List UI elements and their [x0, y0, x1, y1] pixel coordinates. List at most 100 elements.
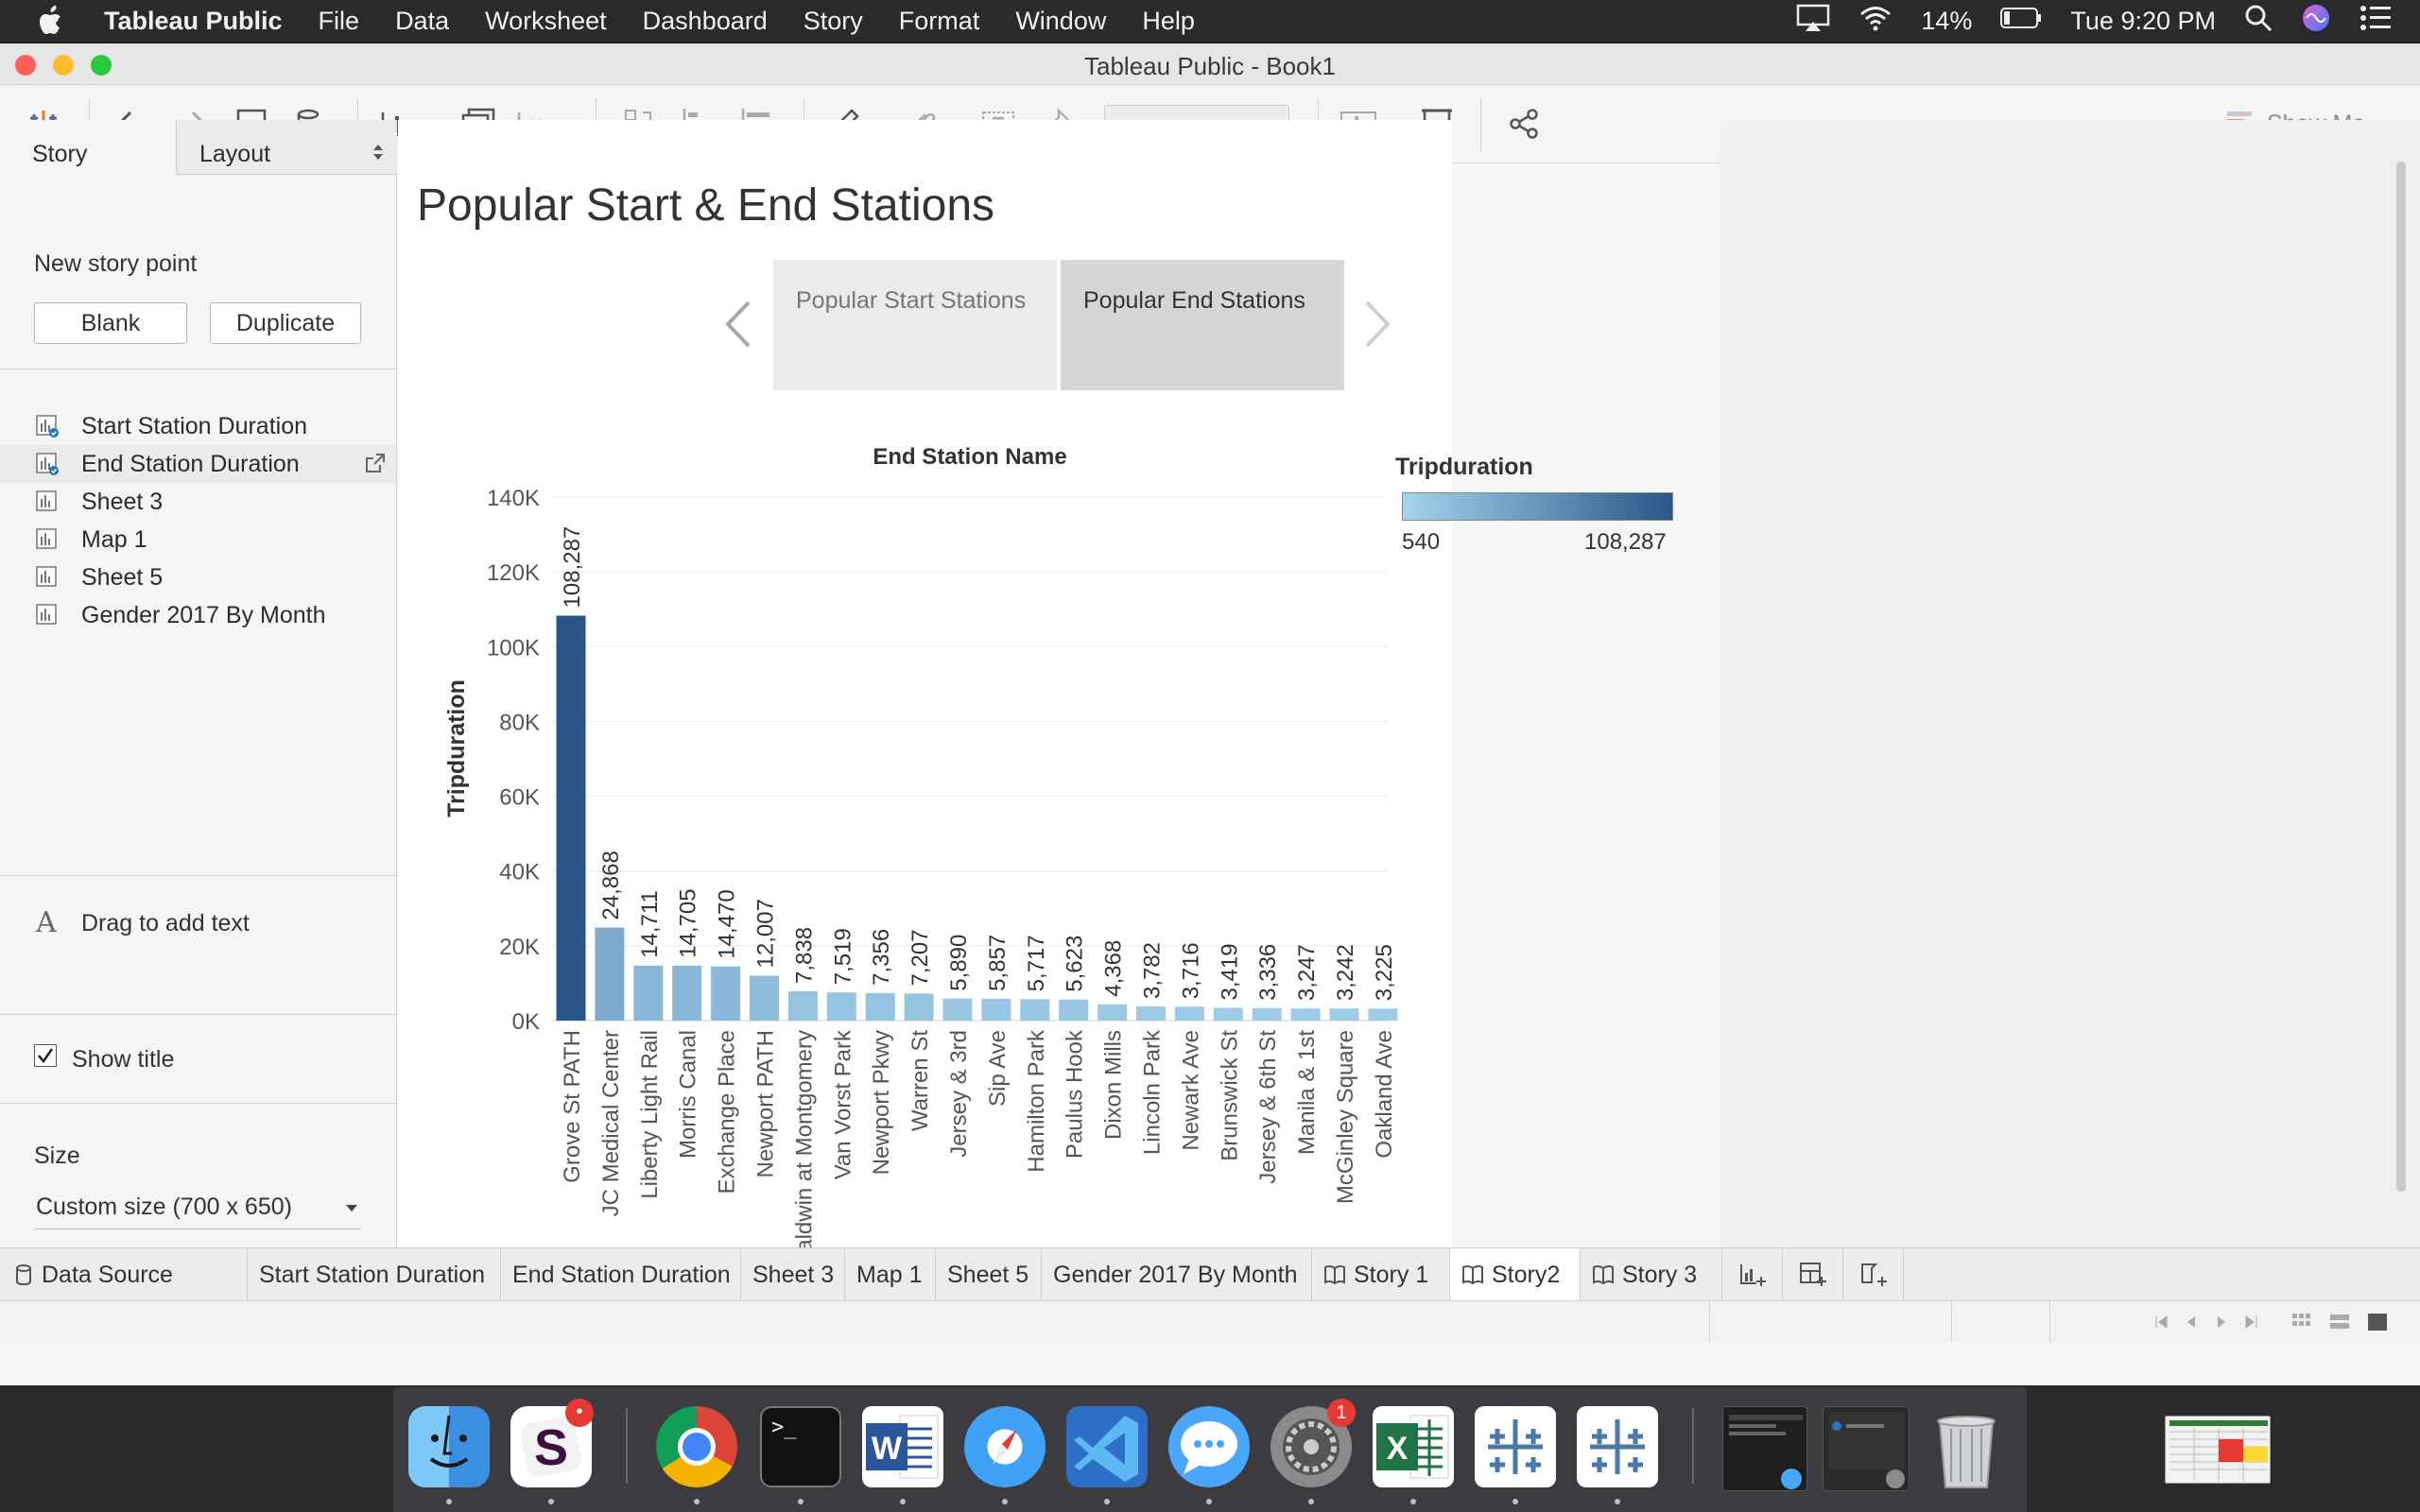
next-sheet-icon[interactable] [2214, 1314, 2229, 1334]
story-prev-arrow-icon[interactable] [720, 301, 758, 348]
sheet-item-gender-2017-by-month[interactable]: Gender 2017 By Month [0, 596, 396, 634]
status-divider [1951, 1301, 1952, 1343]
bar-20 [1329, 1008, 1359, 1021]
desktop-file-thumbnail[interactable] [2165, 1416, 2271, 1484]
running-indicator [548, 1499, 554, 1504]
menu-format[interactable]: Format [898, 6, 980, 35]
tabs-view-icon[interactable] [2367, 1313, 2388, 1336]
sheet-item-end-station-duration[interactable]: End Station Duration [0, 445, 396, 483]
new-dashboard-tab-button[interactable] [1783, 1248, 1843, 1301]
clock[interactable]: Tue 9:20 PM [2070, 6, 2216, 35]
tab-story-1[interactable]: Story 1 [1312, 1248, 1450, 1301]
vertical-scrollbar[interactable] [2396, 162, 2406, 1192]
minimize-window-button[interactable] [53, 55, 74, 76]
minimized-window-thumbnail[interactable] [1823, 1406, 1910, 1491]
running-indicator [1615, 1499, 1620, 1504]
story-point-popular-end-stations[interactable]: Popular End Stations [1061, 260, 1344, 390]
excel-icon[interactable]: X [1373, 1406, 1454, 1487]
tab-start-station-duration[interactable]: Start Station Duration [248, 1248, 501, 1301]
menu-help[interactable]: Help [1142, 6, 1195, 35]
slack-icon[interactable]: S [510, 1406, 592, 1487]
worksheet-icon [36, 604, 57, 625]
status-divider [1709, 1301, 1710, 1343]
close-window-button[interactable] [15, 55, 36, 76]
y-tick-label: 60K [499, 785, 540, 811]
last-sheet-icon[interactable] [2244, 1314, 2259, 1334]
siri-icon[interactable] [2301, 3, 2331, 40]
x-tick-label-17: Brunswick St [1217, 1030, 1242, 1161]
tab-sheet-5[interactable]: Sheet 5 [936, 1248, 1042, 1301]
battery-icon[interactable] [2000, 7, 2042, 36]
first-sheet-icon[interactable] [2153, 1314, 2169, 1334]
menu-worksheet[interactable]: Worksheet [485, 6, 607, 35]
y-tick-label: 40K [499, 860, 540, 885]
checkmark-icon [38, 1048, 54, 1064]
tableau-public-icon[interactable] [1577, 1406, 1658, 1487]
menu-dashboard[interactable]: Dashboard [642, 6, 768, 35]
zoom-window-button[interactable] [91, 55, 112, 76]
story-point-popular-start-stations[interactable]: Popular Start Stations [773, 260, 1057, 390]
tab-sheet-3[interactable]: Sheet 3 [741, 1248, 845, 1301]
sheet-item-start-station-duration[interactable]: Start Station Duration [0, 407, 396, 445]
tab-story-3[interactable]: Story 3 [1581, 1248, 1722, 1301]
sheet-item-sheet-5[interactable]: Sheet 5 [0, 558, 396, 596]
menu-data[interactable]: Data [395, 6, 450, 35]
value-label-2: 14,711 [637, 890, 663, 958]
x-tick-label-7: Van Vorst Park [830, 1029, 856, 1179]
show-title-checkbox[interactable] [34, 1044, 57, 1067]
duplicate-button[interactable]: Duplicate [210, 302, 361, 344]
menu-file[interactable]: File [318, 6, 360, 35]
dock-separator [1692, 1408, 1694, 1484]
divider [0, 1014, 396, 1015]
story-point-label: Popular End Stations [1083, 287, 1305, 314]
wifi-icon[interactable] [1858, 5, 1893, 38]
vscode-icon[interactable] [1066, 1406, 1148, 1487]
sheet-item-map-1[interactable]: Map 1 [0, 521, 396, 558]
tab-end-station-duration[interactable]: End Station Duration [501, 1248, 741, 1301]
tab-gender-2017-by-month[interactable]: Gender 2017 By Month [1042, 1248, 1312, 1301]
story-next-arrow-icon[interactable] [1357, 301, 1395, 348]
tab-data-source[interactable]: Data Source [0, 1248, 248, 1301]
tab-layout[interactable]: Layout [176, 120, 397, 175]
notification-center-icon[interactable] [2360, 5, 2392, 38]
new-story-tab-button[interactable] [1843, 1248, 1904, 1301]
tableau-app-icon[interactable] [1475, 1406, 1556, 1487]
apple-icon[interactable] [26, 0, 78, 42]
menu-window[interactable]: Window [1015, 6, 1107, 35]
toolbar-separator [1480, 99, 1481, 152]
trash-icon[interactable] [1928, 1406, 2004, 1488]
x-tick-label-20: McGinley Square [1333, 1030, 1358, 1204]
share-icon[interactable] [1499, 103, 1548, 145]
blank-button[interactable]: Blank [34, 302, 187, 344]
go-to-sheet-icon[interactable] [365, 453, 386, 473]
prev-sheet-icon[interactable] [2184, 1314, 2199, 1334]
filmstrip-view-icon[interactable] [2291, 1313, 2312, 1336]
menu-app-name[interactable]: Tableau Public [104, 6, 283, 35]
sheet-item-sheet-3[interactable]: Sheet 3 [0, 483, 396, 521]
terminal-icon[interactable]: >_ [760, 1406, 841, 1487]
size-dropdown[interactable]: Custom size (700 x 650) [34, 1188, 361, 1229]
sheet-item-label: Start Station Duration [81, 413, 308, 439]
chrome-icon[interactable] [656, 1406, 737, 1487]
messages-icon[interactable] [1168, 1406, 1250, 1487]
y-tick-label: 0K [512, 1009, 540, 1035]
y-tick-label: 100K [487, 635, 540, 661]
new-worksheet-tab-button[interactable] [1722, 1248, 1783, 1301]
menu-story[interactable]: Story [803, 6, 863, 35]
finder-icon[interactable] [408, 1406, 490, 1487]
safari-icon[interactable] [964, 1406, 1046, 1487]
running-indicator [1308, 1499, 1314, 1504]
tab-story[interactable]: Story [0, 120, 176, 175]
sheet-sorter-icon[interactable] [2329, 1313, 2350, 1336]
tab-story2[interactable]: Story2 [1450, 1248, 1581, 1301]
airplay-icon[interactable] [1796, 4, 1830, 39]
x-tick-label-5: Newport PATH [753, 1030, 779, 1177]
tab-map-1[interactable]: Map 1 [845, 1248, 936, 1301]
word-icon[interactable]: W [862, 1406, 943, 1487]
minimized-window-thumbnail[interactable] [1722, 1406, 1807, 1491]
bar-9 [904, 993, 934, 1021]
y-tick-label: 140K [487, 486, 540, 511]
drag-text-item[interactable]: A Drag to add text [34, 906, 393, 944]
bar-3 [672, 965, 702, 1021]
spotlight-search-icon[interactable] [2244, 4, 2273, 39]
